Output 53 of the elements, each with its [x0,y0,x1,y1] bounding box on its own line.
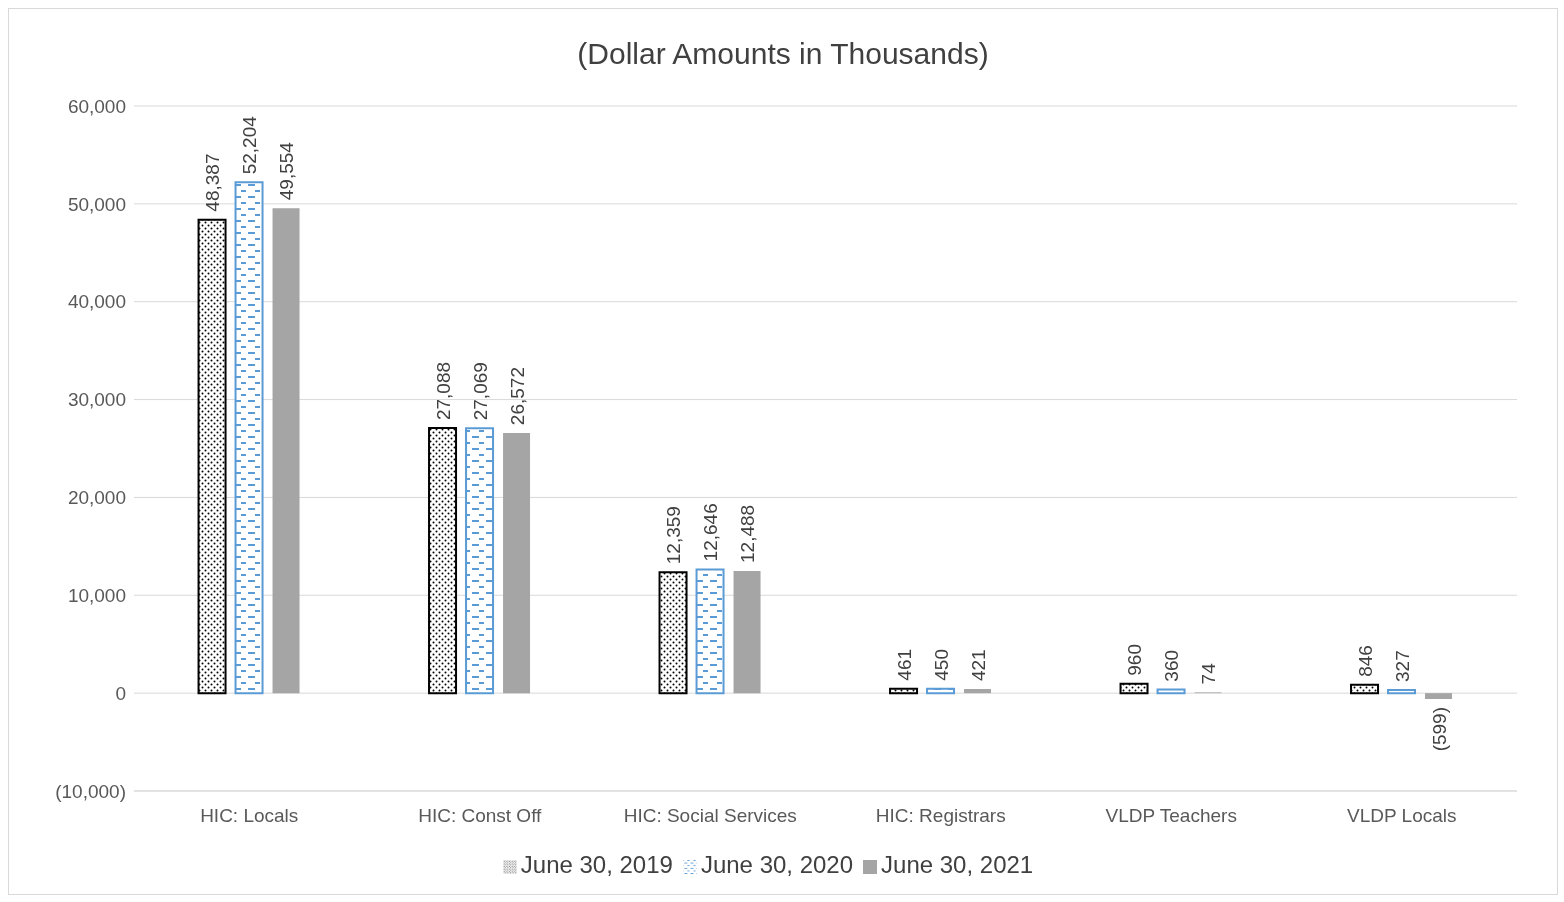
bar [695,568,725,695]
y-tick-label: 40,000 [67,291,126,313]
y-tick-label: 50,000 [67,193,126,215]
data-label: 846 [1354,645,1376,677]
bar [733,570,761,694]
data-label: 27,069 [469,362,491,421]
data-label: 27,088 [432,361,454,421]
bar [503,433,531,694]
data-label: 49,554 [276,141,298,201]
bar [234,181,264,695]
x-tick-label: VLDP Locals [1347,805,1457,827]
y-tick-label: 10,000 [67,585,126,607]
y-tick-label: 0 [115,682,126,704]
bar [926,687,956,695]
data-label: 327 [1391,650,1413,682]
data-label: 421 [967,649,989,682]
y-tick-label: 30,000 [67,389,126,411]
data-label: 12,359 [663,506,685,565]
data-label: 12,488 [737,504,759,563]
bar [658,571,688,695]
data-label: 48,387 [202,153,224,212]
x-tick-label: HIC: Social Services [623,805,797,827]
bar [272,208,300,694]
chart-title: (Dollar Amounts in Thousands) [576,37,990,71]
data-label: 52,204 [239,115,261,175]
bar [465,427,495,695]
bar [1425,693,1453,699]
data-label: 12,646 [700,503,722,562]
x-tick-label: HIC: Const Off [418,805,543,827]
bar [1350,683,1380,695]
data-label: (599) [1428,707,1450,752]
x-tick-label: HIC: Registrars [875,805,1006,827]
data-label: 450 [930,649,952,681]
bar [1156,688,1186,695]
y-tick-label: (10,000) [55,780,126,802]
data-label: 74 [1198,662,1220,685]
data-label: 360 [1161,649,1183,682]
bar [197,218,227,695]
legend-label: June 30, 2021 [881,851,1034,878]
bar [889,687,919,695]
data-label: 26,572 [506,366,528,426]
legend-label: June 30, 2019 [520,851,673,878]
data-label: 960 [1124,644,1146,676]
x-tick-label: VLDP Teachers [1105,805,1237,827]
bar [428,427,458,695]
y-tick-label: 20,000 [67,487,126,509]
bar [1387,688,1417,695]
bar [1119,682,1149,695]
bar [964,689,992,694]
x-tick-label: HIC: Locals [200,805,299,827]
y-tick-label: 60,000 [67,95,126,117]
legend-label: June 30, 2020 [700,851,854,878]
data-label: 461 [893,648,915,681]
